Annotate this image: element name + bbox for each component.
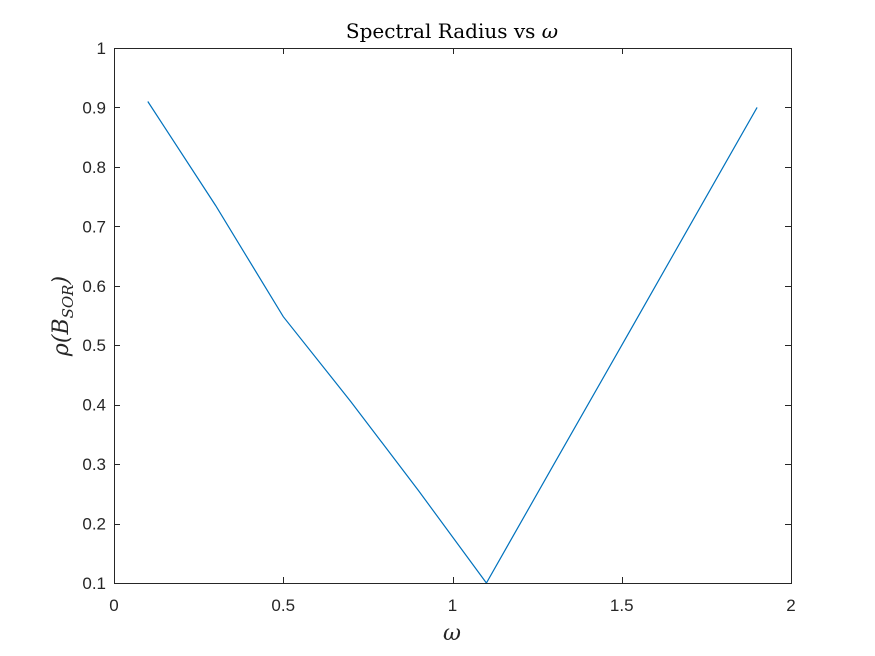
series-layer	[147, 101, 758, 585]
y-tick-label: 0.8	[82, 158, 106, 177]
y-tick-label: 0.3	[82, 455, 106, 474]
y-tick-label: 0.2	[82, 515, 106, 534]
series-line	[147, 101, 758, 585]
y-tick-label: 0.6	[82, 277, 106, 296]
plot-area	[114, 48, 791, 583]
x-axis-label: ω	[443, 621, 461, 646]
y-tick-label: 0.1	[82, 574, 106, 593]
x-tick-label: 0	[109, 596, 118, 615]
y-axis-label: ρ(BSOR)	[49, 276, 77, 357]
y-tick-label: 0.7	[82, 217, 106, 236]
y-tick-label: 0.5	[82, 336, 106, 355]
y-tick-label: 0.4	[82, 396, 106, 415]
x-tick-label: 1	[448, 596, 457, 615]
chart-title: Spectral Radius vs ω	[346, 19, 558, 43]
y-tick-label: 1	[97, 39, 106, 58]
y-tick-label: 0.9	[82, 98, 106, 117]
x-tick-label: 2	[786, 596, 795, 615]
tick-layer: 0 0.5 1 1.5 2 0.1 0.2 0.3 0.4 0.5 0.6 0.7 0.8 0.9 1	[82, 39, 795, 615]
x-tick-label: 1.5	[610, 596, 634, 615]
x-tick-label: 0.5	[271, 596, 295, 615]
